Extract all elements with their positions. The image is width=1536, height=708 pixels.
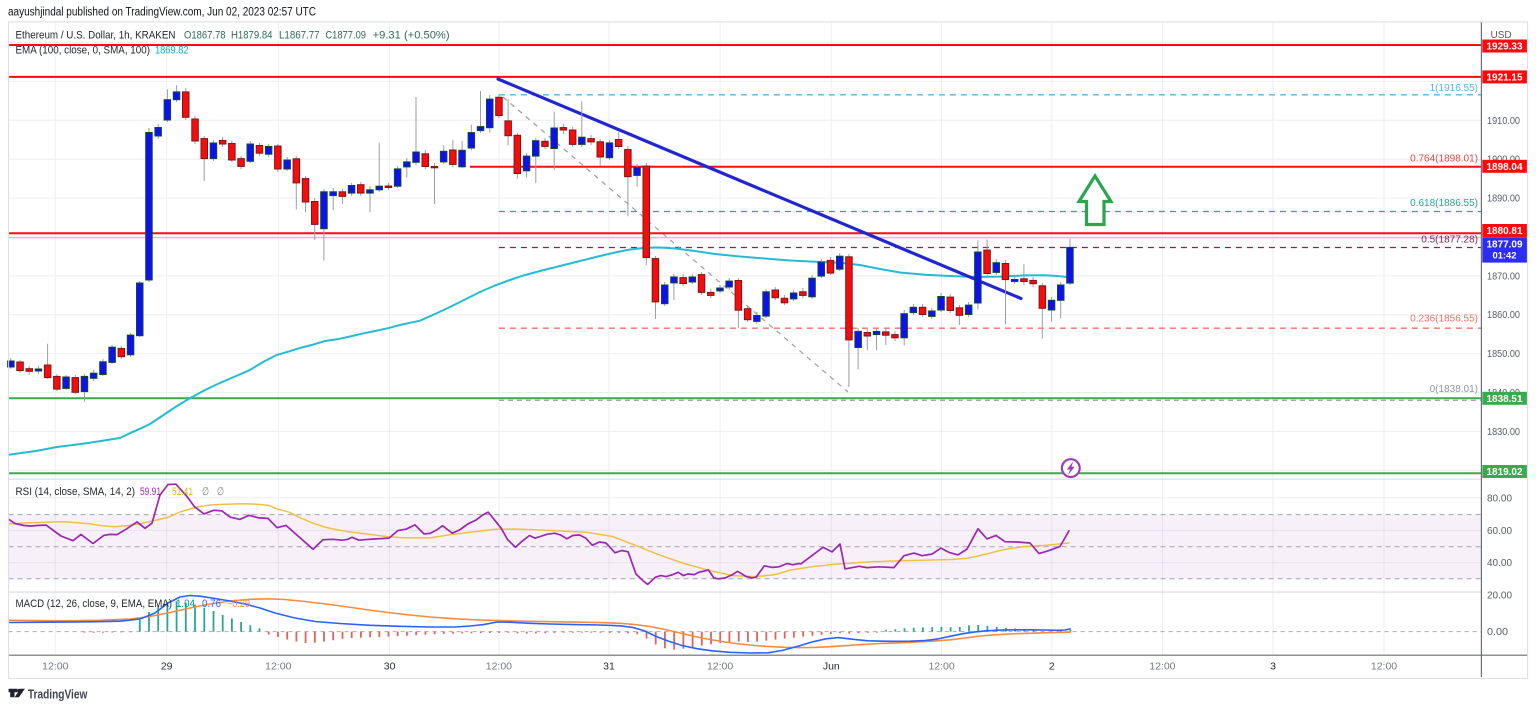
svg-text:TradingView: TradingView	[28, 686, 88, 701]
svg-text:1(1916.55): 1(1916.55)	[1430, 83, 1478, 94]
svg-text:12:00: 12:00	[707, 660, 733, 672]
svg-text:0.618(1886.55): 0.618(1886.55)	[1410, 198, 1478, 209]
svg-text:1929.33: 1929.33	[1487, 42, 1523, 53]
svg-text:1830.00: 1830.00	[1487, 427, 1520, 438]
svg-text:0.5(1877.28): 0.5(1877.28)	[1421, 235, 1478, 246]
svg-text:1898.04: 1898.04	[1487, 162, 1523, 173]
svg-text:0.00: 0.00	[1487, 627, 1508, 638]
svg-text:30: 30	[384, 660, 396, 672]
svg-text:2: 2	[1049, 660, 1055, 672]
svg-text:MACD (12, 26, close, 9, EMA, E: MACD (12, 26, close, 9, EMA, EMA) 1.04 0.7…	[16, 598, 251, 610]
svg-text:1910.00: 1910.00	[1487, 116, 1520, 127]
svg-text:0(1838.01): 0(1838.01)	[1430, 384, 1478, 395]
svg-text:80.00: 80.00	[1487, 493, 1512, 504]
svg-text:0.236(1856.55): 0.236(1856.55)	[1410, 314, 1478, 325]
svg-text:3: 3	[1270, 660, 1276, 672]
svg-text:Ethereum / U.S. Dollar, 1h, KR: Ethereum / U.S. Dollar, 1h, KRAKEN O1867.…	[16, 30, 450, 42]
svg-text:1860.00: 1860.00	[1487, 310, 1520, 321]
svg-text:1890.00: 1890.00	[1487, 194, 1520, 205]
svg-text:1819.02: 1819.02	[1487, 467, 1523, 478]
svg-text:40.00: 40.00	[1487, 558, 1512, 569]
svg-text:20.00: 20.00	[1487, 590, 1512, 601]
svg-text:1870.00: 1870.00	[1487, 271, 1520, 282]
svg-text:USD: USD	[1491, 30, 1512, 41]
svg-text:12:00: 12:00	[928, 660, 954, 672]
svg-text:60.00: 60.00	[1487, 526, 1512, 537]
svg-text:1880.81: 1880.81	[1487, 226, 1523, 237]
svg-text:Jun: Jun	[823, 660, 840, 672]
svg-text:01:42: 01:42	[1493, 251, 1517, 262]
svg-text:RSI (14, close, SMA, 14, 2)59.: RSI (14, close, SMA, 14, 2) 59.91 51.41 ∅ ∅	[16, 486, 225, 498]
svg-text:EMA (100, close, 0, SMA, 100)1: EMA (100, close, 0, SMA, 100) 1869.82	[16, 45, 189, 57]
svg-text:0.764(1898.01): 0.764(1898.01)	[1410, 154, 1478, 165]
svg-text:12:00: 12:00	[1149, 660, 1175, 672]
svg-text:1921.15: 1921.15	[1487, 73, 1523, 84]
svg-text:aayushjindal published on Trad: aayushjindal published on TradingView.co…	[8, 7, 316, 19]
svg-text:12:00: 12:00	[1371, 660, 1397, 672]
svg-text:1850.00: 1850.00	[1487, 349, 1520, 360]
svg-text:12:00: 12:00	[265, 660, 291, 672]
svg-text:1838.51: 1838.51	[1487, 394, 1523, 405]
svg-text:31: 31	[603, 660, 615, 672]
svg-text:12:00: 12:00	[42, 660, 68, 672]
svg-text:29: 29	[161, 660, 173, 672]
svg-text:12:00: 12:00	[486, 660, 512, 672]
svg-text:1877.09: 1877.09	[1487, 240, 1523, 251]
